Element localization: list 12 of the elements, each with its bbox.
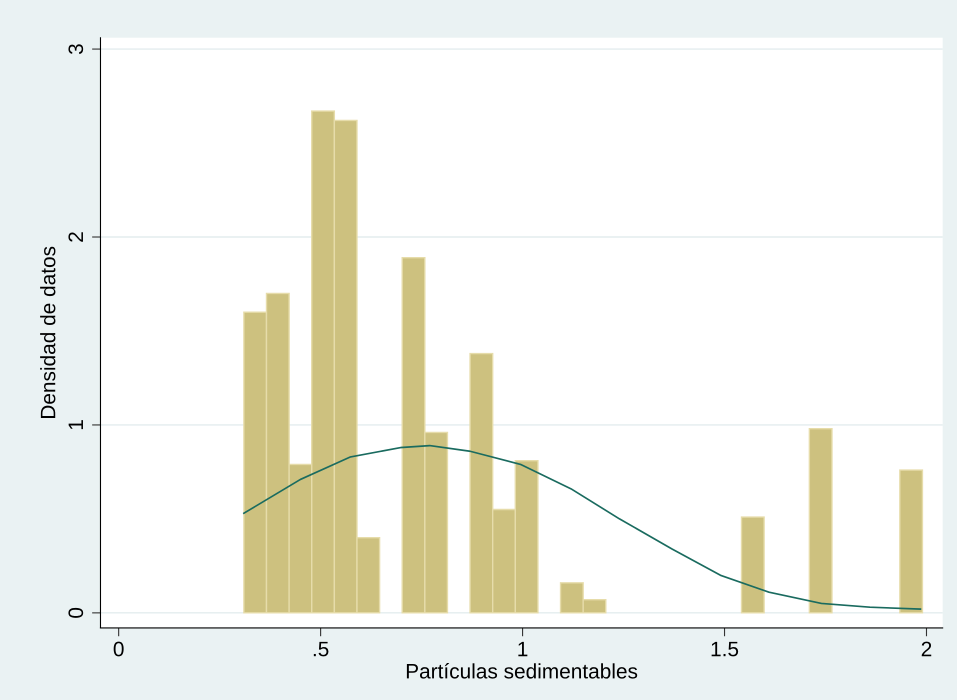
y-tick-label: 3 bbox=[68, 44, 84, 54]
x-tick-label: 1 bbox=[518, 642, 528, 656]
y-tick-label: 2 bbox=[68, 232, 83, 242]
x-tick-label: 2 bbox=[922, 642, 932, 656]
line-series bbox=[243, 444, 922, 610]
y-tick-label: 1 bbox=[68, 420, 83, 430]
x-tick-label: 0 bbox=[114, 642, 124, 656]
x-axis-title: Partículas sedimentables bbox=[406, 663, 638, 679]
x-tick-label: 1.5 bbox=[712, 642, 738, 656]
y-axis-title: Densidad de datos bbox=[40, 246, 56, 418]
x-tick-label: .5 bbox=[314, 642, 328, 656]
y-tick-label: 0 bbox=[68, 608, 84, 618]
